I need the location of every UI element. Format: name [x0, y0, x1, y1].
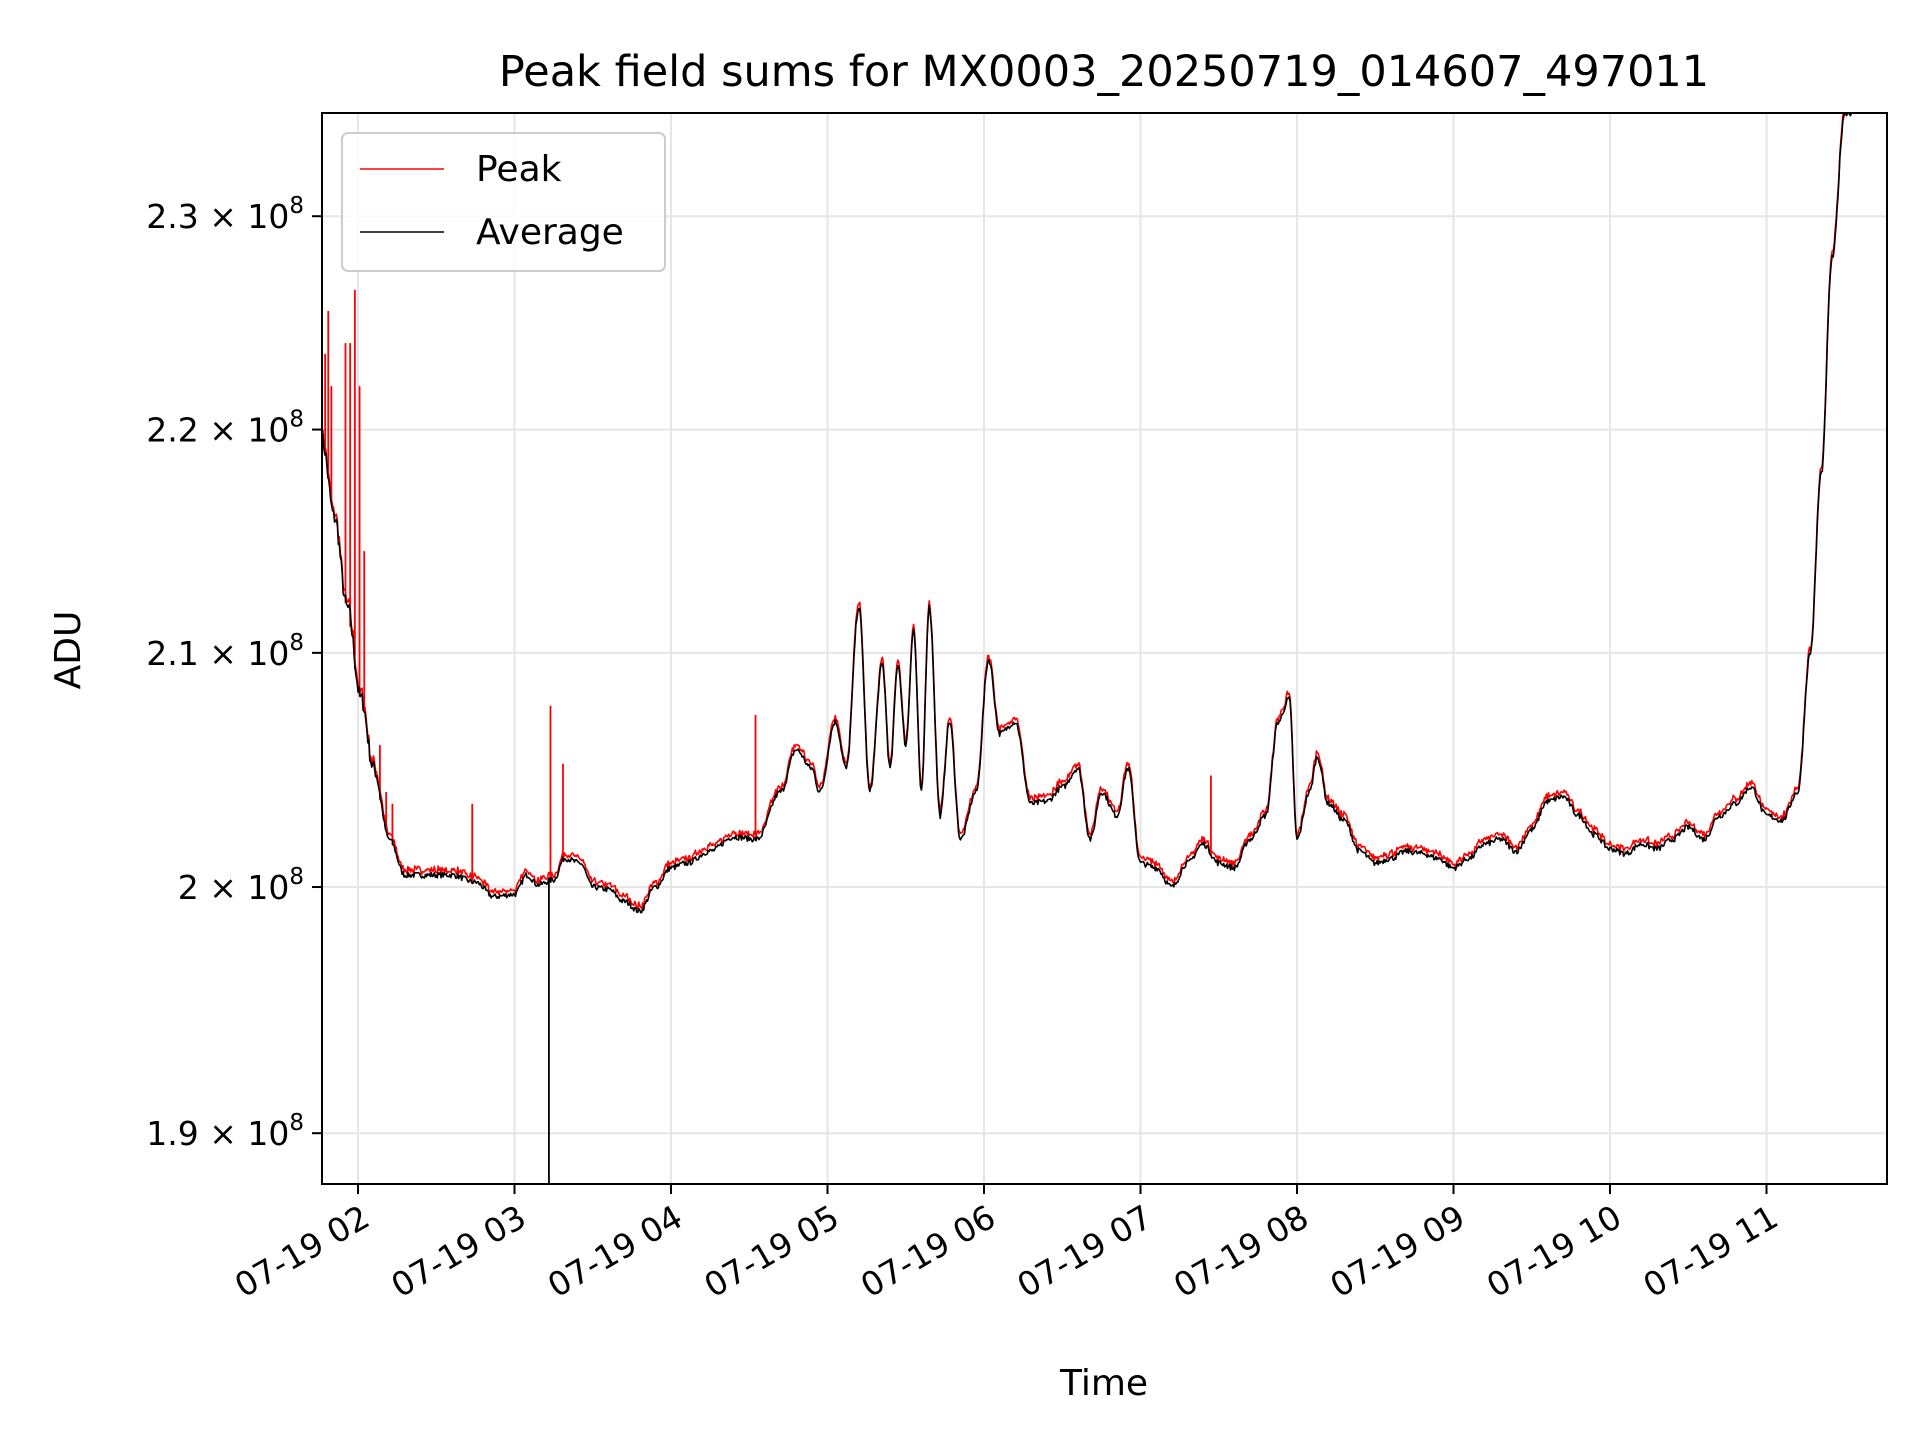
plot-area-frame [321, 112, 1888, 1185]
legend-peak-label: Peak [476, 149, 562, 190]
y-tick-label: 2.1 × 108 [146, 630, 304, 673]
y-axis-label: ADU [48, 611, 89, 690]
legend-box [341, 132, 666, 272]
series-layer [322, 113, 1855, 1184]
legend: Peak Average [341, 132, 666, 272]
y-axis: 1.9 × 108 2 × 108 2.1 × 108 2.2 × 108 2.3 × … [146, 193, 322, 1153]
y-tick-label: 2.2 × 108 [146, 407, 304, 450]
y-tick-label: 1.9 × 108 [146, 1110, 304, 1153]
legend-average-label: Average [476, 212, 624, 253]
chart-title: Peak field sums for MX0003_20250719_0146… [499, 47, 1709, 97]
x-axis-label: Time [1059, 1363, 1148, 1404]
y-tick-label: 2.3 × 108 [146, 193, 304, 236]
y-tick-label: 2 × 108 [178, 864, 304, 907]
series-line-average [322, 113, 1855, 914]
series-line-peak [322, 113, 1845, 910]
grid [322, 113, 1887, 1184]
